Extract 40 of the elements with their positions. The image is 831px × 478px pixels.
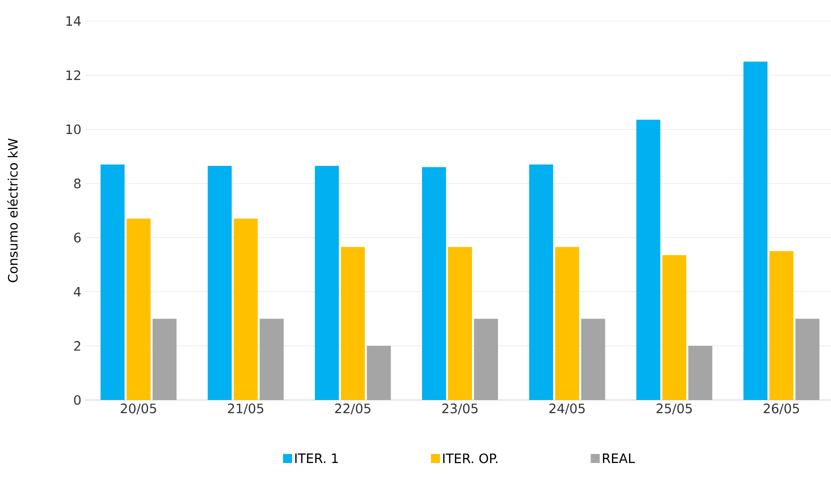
bar bbox=[581, 318, 606, 400]
bar bbox=[448, 247, 472, 400]
bar bbox=[636, 120, 660, 400]
bar bbox=[555, 247, 580, 400]
y-tick-label: 14 bbox=[66, 16, 81, 26]
y-tick-label: 10 bbox=[66, 124, 81, 134]
bar bbox=[529, 164, 554, 400]
legend-label: ITER. OP. bbox=[443, 453, 498, 464]
x-tick-label: 21/05 bbox=[228, 404, 264, 414]
x-tick-label: 26/05 bbox=[764, 404, 799, 414]
bar bbox=[100, 164, 125, 400]
y-tick-label: 8 bbox=[74, 178, 81, 188]
y-axis-title: Consumo eléctrico kW bbox=[7, 138, 18, 282]
x-tick-label: 20/05 bbox=[120, 404, 156, 414]
x-tick-label: 22/05 bbox=[335, 404, 370, 414]
bar bbox=[152, 318, 177, 400]
y-tick-label: 4 bbox=[74, 286, 81, 296]
bar bbox=[260, 318, 284, 400]
x-tick-label: 25/05 bbox=[656, 404, 692, 414]
bar bbox=[314, 166, 339, 400]
bar bbox=[688, 346, 712, 400]
bar bbox=[234, 218, 258, 400]
bar bbox=[662, 255, 686, 400]
bar bbox=[474, 318, 498, 400]
legend-label: REAL bbox=[602, 454, 635, 463]
bar bbox=[366, 346, 391, 400]
legend-label: ITER. 1 bbox=[295, 454, 338, 463]
bar bbox=[795, 318, 820, 400]
bar bbox=[126, 218, 151, 400]
bar bbox=[208, 166, 232, 400]
y-tick-label: 12 bbox=[66, 70, 80, 80]
x-tick-label: 24/05 bbox=[549, 404, 585, 414]
bar bbox=[340, 247, 365, 400]
bar bbox=[743, 62, 768, 400]
y-tick-label: 2 bbox=[74, 341, 80, 351]
bar bbox=[422, 167, 446, 400]
bar bbox=[769, 251, 794, 400]
y-tick-label: 6 bbox=[74, 232, 81, 242]
x-tick-label: 23/05 bbox=[442, 404, 478, 414]
y-tick-label: 0 bbox=[74, 395, 81, 405]
